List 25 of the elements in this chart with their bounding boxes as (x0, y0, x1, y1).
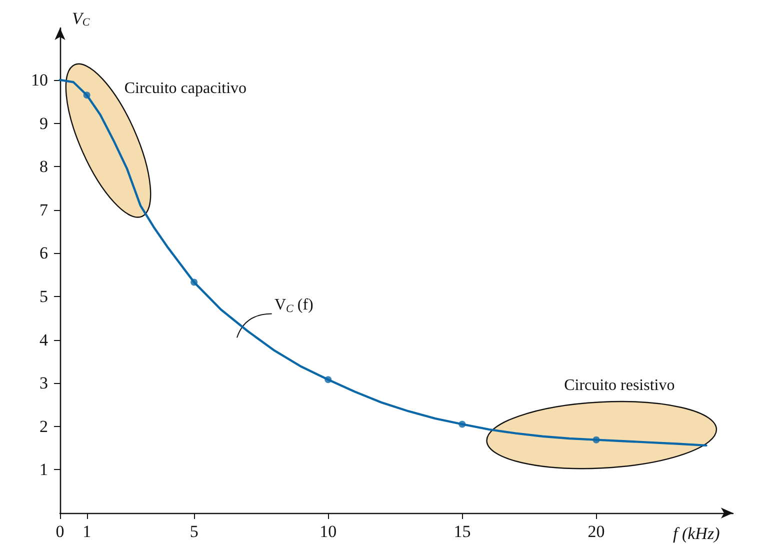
y-tick-label: 4 (40, 330, 48, 350)
point (592, 436, 600, 444)
point (190, 278, 198, 286)
y-tick-label: 5 (40, 286, 48, 306)
x-tick-label: 1 (82, 522, 92, 541)
y-tick-label: 2 (40, 416, 48, 436)
y-tick-label: 6 (40, 244, 48, 263)
x-tick-label: 0 (56, 522, 64, 541)
x-tick-label: 5 (190, 522, 198, 541)
x-axis-title: f (kHz) (673, 524, 720, 543)
line-series (58, 78, 708, 447)
x-tick-label: 15 (454, 522, 471, 541)
y-tick-label: 1 (40, 460, 48, 480)
y-tick-label: 7 (40, 200, 48, 220)
point (324, 376, 332, 384)
x-tick-label: 10 (320, 522, 337, 541)
annotation: Circuito capacitivo (124, 80, 247, 98)
y-tick-label: 3 (40, 374, 48, 393)
point (458, 420, 466, 428)
y-tick-label: 8 (40, 157, 48, 176)
x-tick-label: 20 (588, 522, 605, 541)
y-tick-label: 9 (40, 114, 48, 133)
point (83, 92, 90, 99)
annotation: Circuito resistivo (564, 376, 675, 394)
y-tick-label: 10 (31, 70, 48, 90)
